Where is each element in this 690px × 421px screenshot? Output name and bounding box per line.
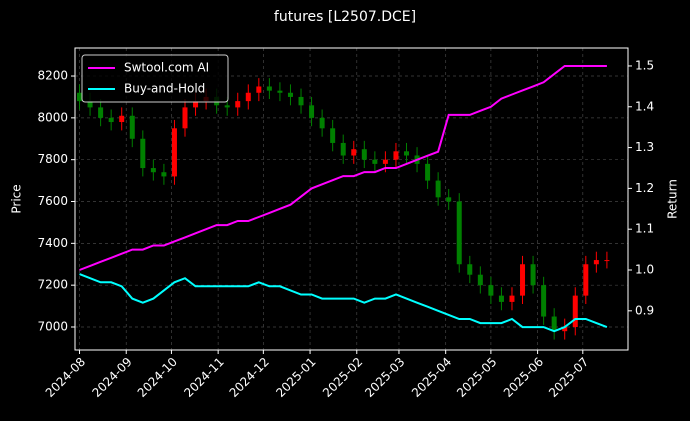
- candle-body: [541, 285, 547, 317]
- x-tick-label: 2025-07: [546, 355, 591, 400]
- candle-body: [277, 90, 283, 93]
- candle-body: [361, 149, 367, 160]
- candle-body: [425, 163, 431, 181]
- candle-body: [562, 326, 568, 332]
- return-line: [79, 65, 607, 271]
- candle-body: [161, 172, 167, 177]
- candle-body: [266, 86, 272, 91]
- candle-body: [593, 260, 599, 265]
- candle-body: [119, 115, 125, 123]
- y2-tick-label: 1.2: [635, 181, 654, 195]
- chart-title: futures [L2507.DCE]: [274, 9, 416, 25]
- candle-body: [382, 159, 388, 164]
- candle-body: [129, 115, 135, 139]
- y-axis-label: Price: [10, 184, 24, 213]
- x-tick-label: 2024-09: [89, 355, 134, 400]
- candle-body: [298, 96, 304, 106]
- x-tick-label: 2024-08: [43, 355, 88, 400]
- x-tick-label: 2025-06: [501, 355, 546, 400]
- candle-body: [309, 105, 315, 118]
- candle-body: [193, 101, 199, 108]
- y2-tick-label: 1.0: [635, 263, 654, 277]
- legend-label: Buy-and-Hold: [124, 82, 205, 96]
- y2-tick-label: 1.3: [635, 140, 654, 154]
- candle-body: [77, 92, 83, 102]
- x-tick-label: 2024-12: [227, 355, 272, 400]
- candle-body: [372, 159, 378, 164]
- return-line: [79, 273, 608, 333]
- y2-tick-label: 1.1: [635, 222, 654, 236]
- y-tick-label: 8200: [37, 69, 68, 83]
- legend-box: [81, 54, 229, 103]
- x-tick-label: 2024-11: [181, 355, 226, 400]
- y-tick-label: 7200: [37, 278, 68, 292]
- candle-body: [98, 107, 104, 118]
- y-tick-label: 7400: [37, 236, 68, 250]
- y2-tick-label: 1.5: [635, 58, 654, 72]
- y2-tick-label: 0.9: [635, 303, 654, 317]
- candle-body: [108, 117, 114, 123]
- candle-body: [551, 316, 557, 332]
- y-tick-label: 7600: [37, 194, 68, 208]
- candle-body: [477, 274, 483, 286]
- candle-body: [182, 107, 188, 129]
- candle-body: [604, 260, 610, 262]
- plot-frame: [74, 47, 629, 351]
- candle-body: [351, 149, 357, 156]
- candle-body: [319, 117, 325, 129]
- candle-body: [171, 128, 177, 177]
- candle-body: [572, 295, 578, 327]
- candle-body: [488, 285, 494, 296]
- candle-body: [140, 138, 146, 169]
- y-tick-label: 8000: [37, 110, 68, 124]
- legend-label: Swtool.com AI: [124, 61, 209, 75]
- y-tick-label: 7000: [37, 319, 68, 333]
- candle-body: [245, 92, 251, 102]
- candle-body: [467, 264, 473, 275]
- candle-body: [530, 264, 536, 286]
- y2-tick-label: 1.4: [635, 99, 654, 113]
- candle-body: [287, 92, 293, 97]
- candle-body: [498, 295, 504, 302]
- y-tick-label: 7800: [37, 152, 68, 166]
- candle-body: [403, 151, 409, 156]
- candle-body: [150, 168, 156, 173]
- candle-body: [456, 201, 462, 265]
- candle-body: [583, 264, 589, 296]
- candle-body: [87, 101, 93, 108]
- x-tick-label: 2025-01: [273, 355, 318, 400]
- candle-body: [256, 86, 262, 93]
- x-tick-label: 2025-04: [409, 355, 454, 400]
- candle-body: [330, 128, 336, 143]
- candle-body: [340, 142, 346, 156]
- candle-body: [509, 295, 515, 302]
- x-tick-label: 2025-05: [454, 355, 499, 400]
- y2-axis-label: Return: [666, 179, 680, 219]
- candle-body: [235, 101, 241, 108]
- x-tick-label: 2024-10: [135, 355, 180, 400]
- x-tick-label: 2025-02: [320, 355, 365, 400]
- candle-body: [435, 180, 441, 198]
- candle-body: [520, 264, 526, 296]
- candle-body: [446, 197, 452, 202]
- candle-body: [393, 151, 399, 160]
- x-tick-label: 2025-03: [362, 355, 407, 400]
- candle-body: [224, 105, 230, 108]
